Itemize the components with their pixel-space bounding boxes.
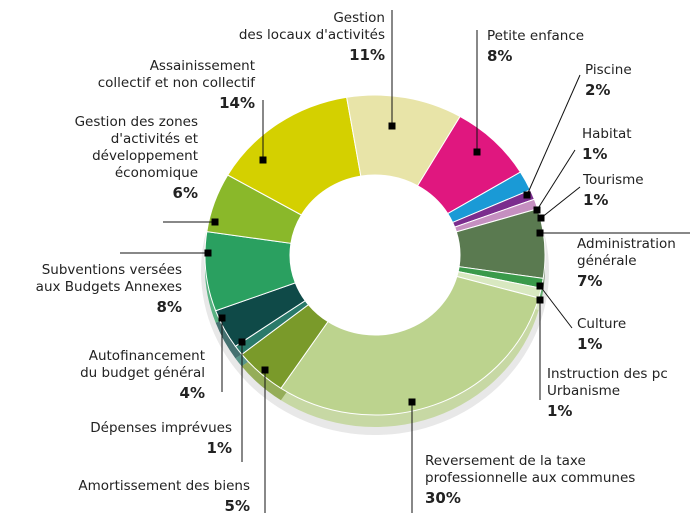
- leader-marker: [204, 249, 212, 257]
- value-label: 11%: [349, 46, 385, 64]
- leader-marker: [211, 218, 219, 226]
- value-label: 4%: [179, 384, 205, 402]
- leader-marker: [238, 338, 246, 346]
- category-name: Reversement de la taxe professionnelle a…: [425, 453, 636, 486]
- slice-label: Culture 1%: [577, 316, 657, 353]
- slice-label: Dépenses imprévues 1%: [20, 420, 232, 457]
- category-name: Assainissement collectif et non collecti…: [97, 58, 255, 91]
- leader-marker: [536, 229, 544, 237]
- value-label: 1%: [582, 145, 608, 163]
- category-name: Habitat: [582, 126, 632, 142]
- value-label: 8%: [487, 47, 513, 65]
- slice-label: Assainissement collectif et non collecti…: [0, 58, 255, 112]
- value-label: 8%: [156, 298, 182, 316]
- leader-line: [540, 186, 581, 219]
- value-label: 1%: [547, 402, 573, 420]
- category-name: Autofinancement du budget général: [80, 348, 205, 381]
- category-name: Gestion des locaux d'activités: [238, 10, 385, 43]
- category-name: Amortissement des biens: [78, 478, 250, 494]
- slice-label: Instruction des pc Urbanisme 1%: [547, 366, 690, 420]
- leader-marker: [533, 206, 541, 214]
- value-label: 1%: [206, 439, 232, 457]
- leader-marker: [259, 156, 267, 164]
- leader-marker: [408, 398, 416, 406]
- slice-label: Tourisme 1%: [583, 172, 673, 209]
- leader-line: [526, 74, 581, 196]
- leader-marker: [261, 366, 269, 374]
- hole: [290, 175, 460, 335]
- leader-marker: [536, 296, 544, 304]
- value-label: 14%: [219, 94, 255, 112]
- leader-marker: [473, 148, 481, 156]
- category-name: Administration générale: [577, 236, 676, 269]
- leader-marker: [523, 191, 531, 199]
- slice-label: Gestion des locaux d'activités 11%: [150, 10, 385, 64]
- category-name: Petite enfance: [487, 28, 585, 44]
- value-label: 7%: [577, 272, 603, 290]
- value-label: 30%: [425, 489, 461, 507]
- slice-label: Subventions versées aux Budgets Annexes 8…: [0, 262, 182, 316]
- value-label: 5%: [224, 497, 250, 515]
- slice-label: Gestion des zones d'activités et dévelop…: [0, 114, 198, 202]
- slice-label: Piscine 2%: [585, 62, 665, 99]
- leader-marker: [537, 214, 545, 222]
- slice-label: Reversement de la taxe professionnelle a…: [425, 453, 690, 507]
- value-label: 1%: [583, 191, 609, 209]
- category-name: Instruction des pc Urbanisme: [547, 366, 668, 399]
- category-name: Dépenses imprévues: [90, 420, 232, 436]
- category-name: Subventions versées aux Budgets Annexes: [35, 262, 182, 295]
- slice-label: Habitat 1%: [582, 126, 662, 163]
- slice-label: Administration générale 7%: [577, 236, 690, 290]
- leader-line: [536, 149, 576, 211]
- category-name: Tourisme: [583, 172, 644, 188]
- category-name: Gestion des zones d'activités et dévelop…: [74, 114, 198, 181]
- slice-label: Amortissement des biens 5%: [20, 478, 250, 515]
- category-name: Culture: [577, 316, 627, 332]
- value-label: 1%: [577, 335, 603, 353]
- leader-marker: [388, 122, 396, 130]
- slice-label: Petite enfance 8%: [487, 28, 647, 65]
- value-label: 6%: [172, 184, 198, 202]
- slice-label: Autofinancement du budget général 4%: [20, 348, 205, 402]
- leader-line: [539, 285, 573, 329]
- value-label: 2%: [585, 81, 611, 99]
- category-name: Piscine: [585, 62, 632, 78]
- leader-marker: [218, 314, 226, 322]
- leader-marker: [536, 282, 544, 290]
